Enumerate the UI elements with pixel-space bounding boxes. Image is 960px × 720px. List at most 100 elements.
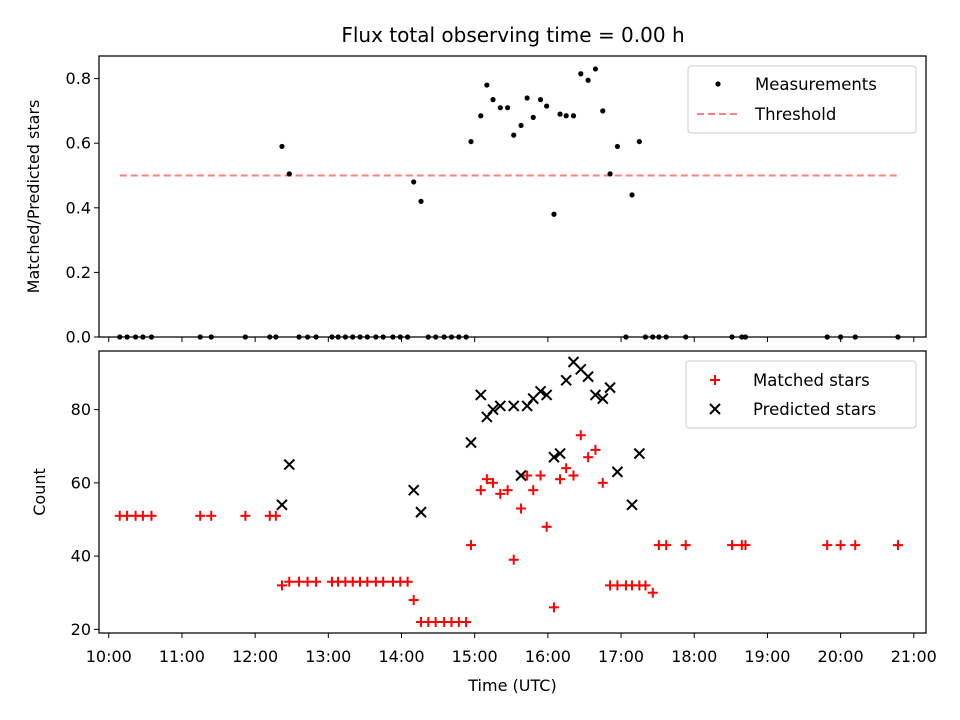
matched-star-point [122,510,133,521]
matched-star-point [522,470,533,481]
matched-star-point [311,576,322,587]
ratio-y-axis: 0.0 0.2 0.4 0.6 0.8 [66,69,99,347]
matched-star-point [541,521,552,532]
predicted-star-point [597,392,609,405]
count-marks [114,356,903,628]
measurement-point [629,192,635,198]
count-y-tick-label: 80 [71,400,91,419]
matched-star-point [850,540,861,551]
ratio-x-axis [108,337,915,342]
ratio-y-tick-label: 0.8 [66,69,91,88]
legend-x-glyph-b [709,403,721,415]
x-tick-label: 12:00 [232,647,278,666]
matched-star-point [548,602,559,613]
predicted-star-point [589,389,602,401]
matched-star-point [137,510,148,521]
predicted-star-point [604,381,616,394]
measurement-point [505,105,511,111]
matched-star-point [822,540,833,551]
legend-plus-glyph [710,375,720,385]
ratio-y-tick-label: 0.0 [66,328,91,347]
measurement-point [286,171,292,177]
predicted-star-point-b [554,447,566,460]
measurement-point [592,66,599,72]
predicted-star-point-b [508,400,520,412]
matched-star-point [276,580,287,591]
measurement-point [578,71,584,77]
predicted-star-point-b [626,499,638,511]
matched-star-point [661,540,672,551]
measurement-point [614,143,620,150]
measurement-point [411,179,417,185]
predicted-star-point-b [540,389,553,401]
predicted-star-point-b [633,447,646,460]
x-tick-label: 11:00 [159,647,205,666]
legend-x-glyph [709,403,721,415]
matched-star-point [835,540,846,551]
measurement-point [563,113,569,119]
predicted-star-point-b [534,385,547,397]
legend-matched-label: Matched stars [753,371,870,390]
matched-star-point [561,463,572,474]
ratio-legend: Measurements Threshold [687,65,917,134]
measurement-point [585,77,591,83]
matched-star-point [481,474,492,485]
predicted-star-point [560,374,572,387]
measurement-point [600,108,606,114]
matched-star-point [146,510,157,521]
predicted-star-point-b [560,374,572,387]
measurement-point [418,198,424,204]
predicted-star-point [611,466,624,478]
x-tick-label: 20:00 [818,647,864,666]
legend-measurements-label: Measurements [755,75,877,94]
measurement-point [636,138,642,145]
count-legend: Matched stars Predicted stars [685,360,917,429]
matched-star-point [270,510,281,521]
predicted-star-point-b [597,392,609,405]
matched-star-point [535,470,546,481]
predicted-star-point-b [283,458,295,471]
matched-star-point [466,540,477,551]
measurement-point [279,143,285,150]
predicted-star-point [540,389,553,401]
measurement-point [511,132,517,138]
predicted-star-point-b [575,363,587,376]
count-plot-frame [98,350,927,634]
measurement-point [468,138,474,145]
ratio-plot-frame [98,55,927,338]
predicted-star-point [515,469,527,482]
measurement-point [537,97,544,103]
measurement-point [524,95,530,101]
predicted-star-point [534,385,547,397]
matched-star-point [597,477,608,488]
predicted-star-point [508,400,520,412]
measurement-point [551,211,557,217]
x-tick-label: 14:00 [378,647,424,666]
count-y-tick-label: 20 [71,620,91,639]
legend-predicted-label: Predicted stars [753,400,876,419]
predicted-star-point-b [515,469,527,482]
matched-star-point [378,576,389,587]
count-x-axis: 10:00 11:00 12:00 13:00 14:00 15:00 16:00 17:00… [86,633,937,666]
chart-title: Flux total observing time = 0.00 h [341,23,684,47]
predicted-star-point-b [548,451,560,463]
predicted-star-point-b [604,381,616,394]
matched-star-point [640,580,651,591]
measurement-point [490,97,496,103]
x-tick-label: 18:00 [671,647,717,666]
matched-star-point [575,430,586,441]
x-tick-label: 13:00 [305,647,351,666]
measurement-point [544,103,550,109]
matched-star-point [495,488,506,499]
matched-star-point [430,617,441,628]
legend-predicted-marker [709,403,721,415]
ratio-marks [117,66,901,340]
matched-star-point [408,595,419,606]
predicted-star-point-b [475,389,487,401]
predicted-star-point [554,447,566,460]
x-tick-label: 10:00 [86,647,132,666]
legend-matched-marker [710,375,720,385]
predicted-star-point-b [407,484,420,496]
matched-star-point [195,510,206,521]
